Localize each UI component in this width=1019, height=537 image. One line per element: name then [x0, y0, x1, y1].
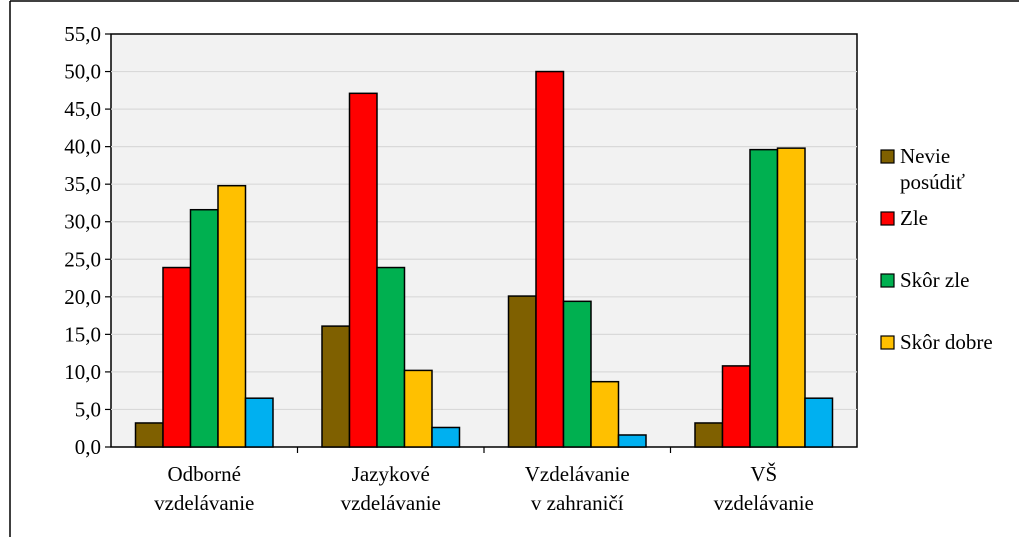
bar [431, 426, 461, 448]
bar [590, 380, 620, 448]
bar [134, 422, 164, 448]
y-tick-label: 10,0 [64, 360, 101, 384]
bar [562, 300, 592, 448]
y-tick-label: 30,0 [64, 210, 101, 234]
bar [694, 422, 724, 448]
bar [189, 208, 219, 448]
legend-swatch [880, 149, 895, 164]
category-labels: Odborné vzdelávanie Jazykové vzdelávanie Vzd… [154, 462, 814, 515]
y-tick-label: 50,0 [64, 60, 101, 84]
legend-label: Skôr dobre [900, 330, 993, 354]
legend-swatch [880, 211, 895, 226]
bar [721, 365, 751, 448]
bar [535, 70, 565, 448]
bar [749, 148, 779, 448]
bar [507, 295, 537, 448]
y-tick-label: 20,0 [64, 285, 101, 309]
legend-label: Nevie posúdiť [900, 144, 965, 194]
legend: Nevie posúdiť Zle Skôr zle Skôr dobre [880, 144, 993, 354]
bar [162, 266, 192, 448]
y-tick-label: 40,0 [64, 135, 101, 159]
category-label: Jazykové vzdelávanie [341, 462, 441, 515]
category-label: Vzdelávanie v zahraničí [525, 462, 630, 515]
bar [776, 147, 806, 448]
bars-group [134, 70, 834, 448]
category-label: Odborné vzdelávanie [154, 462, 254, 515]
legend-label: Skôr zle [900, 268, 969, 292]
category-label: VŠ vzdelávanie [714, 462, 814, 515]
bar [376, 266, 406, 448]
bar [217, 184, 247, 448]
bar [403, 369, 433, 448]
bar [321, 325, 351, 448]
y-tick-label: 25,0 [64, 247, 101, 271]
y-tick-label: 5,0 [75, 397, 101, 421]
bar [244, 397, 274, 448]
y-tick-label: 15,0 [64, 322, 101, 346]
y-tick-labels: 0,0 5,0 10,0 15,0 20,0 25,0 30,0 35,0 40,0 45,0 50… [64, 22, 101, 459]
y-tick-label: 55,0 [64, 22, 101, 46]
bar [617, 434, 647, 448]
bar [348, 92, 378, 448]
legend-swatch [880, 335, 895, 350]
bar [804, 397, 834, 448]
y-tick-label: 35,0 [64, 172, 101, 196]
legend-label: Zle [900, 206, 928, 230]
legend-swatch [880, 273, 895, 288]
y-tick-label: 45,0 [64, 97, 101, 121]
y-tick-label: 0,0 [75, 435, 101, 459]
